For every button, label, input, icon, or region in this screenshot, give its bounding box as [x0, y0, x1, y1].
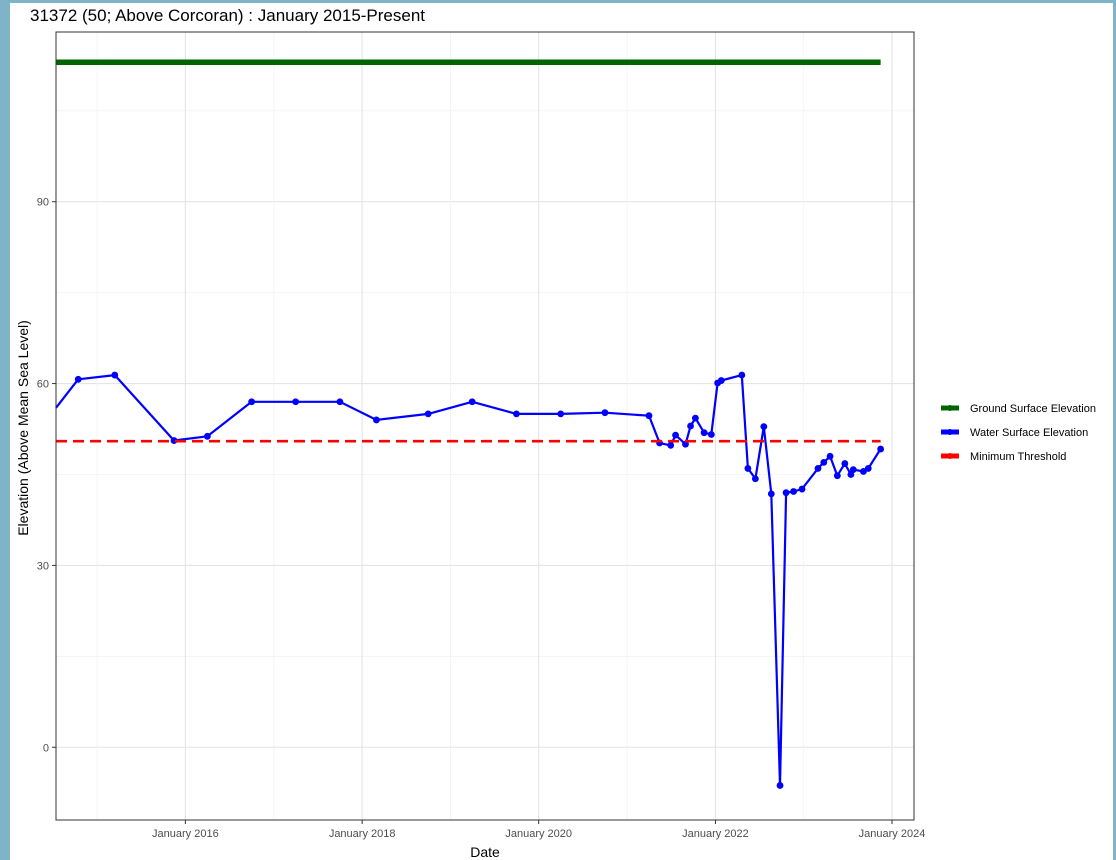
water-surface-elevation-point	[864, 465, 872, 472]
chart-title: 31372 (50; Above Corcoran) : January 201…	[30, 6, 426, 25]
y-tick-label: 90	[37, 197, 49, 209]
water-surface-elevation-point	[111, 371, 119, 379]
water-surface-elevation-point	[798, 485, 806, 493]
water-surface-elevation-point	[833, 472, 841, 480]
water-surface-elevation-point	[849, 466, 857, 474]
window-frame-left	[0, 0, 10, 860]
water-surface-elevation-point	[700, 429, 708, 437]
water-surface-elevation-point	[691, 414, 699, 422]
window-frame-top	[0, 0, 1116, 3]
water-surface-elevation-point	[767, 490, 775, 498]
legend-label-water-surface-elevation: Water Surface Elevation	[970, 427, 1088, 439]
water-surface-elevation-point	[468, 398, 476, 406]
water-surface-elevation-point	[776, 782, 784, 789]
water-surface-elevation-point	[424, 410, 432, 418]
x-tick-label: January 2020	[505, 828, 572, 840]
water-surface-elevation-point	[738, 371, 746, 379]
legend-marker-minimum-threshold	[947, 453, 953, 459]
series-layer	[55, 59, 885, 789]
water-surface-elevation-point	[826, 452, 834, 460]
water-surface-elevation-point	[860, 468, 867, 475]
x-axis-title: Date	[470, 844, 500, 860]
water-surface-elevation-point	[667, 441, 675, 449]
water-surface-elevation-point	[513, 410, 520, 418]
water-surface-elevation-point	[790, 488, 797, 495]
water-surface-elevation-point	[782, 489, 790, 497]
water-surface-elevation-point	[373, 416, 380, 424]
legend-marker-ground-surface-elevation	[947, 405, 953, 411]
water-surface-elevation-point	[877, 445, 885, 453]
water-surface-elevation-point	[751, 475, 759, 483]
x-tick-label: January 2022	[682, 828, 749, 840]
water-surface-elevation-point	[814, 465, 822, 472]
y-axis-title: Elevation (Above Mean Sea Level)	[15, 320, 31, 536]
plot-border	[55, 31, 915, 821]
plot-background	[56, 32, 914, 820]
y-tick-label: 60	[37, 379, 49, 391]
water-surface-elevation-point	[645, 412, 653, 420]
water-surface-elevation-point	[717, 377, 725, 384]
water-surface-elevation-point	[672, 431, 679, 439]
water-surface-elevation-point	[74, 375, 82, 383]
water-surface-elevation-point	[557, 410, 565, 418]
legend-label-minimum-threshold: Minimum Threshold	[970, 451, 1066, 463]
axes: 0 30 60 90 January 2016 January 2018 January 2…	[37, 31, 926, 840]
legend-label-ground-surface-elevation: Ground Surface Elevation	[970, 403, 1096, 415]
x-tick-label: January 2024	[859, 828, 926, 840]
grid-lines	[56, 32, 914, 820]
water-surface-elevation-point	[292, 398, 300, 406]
legend: Ground Surface Elevation Water Surface El…	[941, 403, 1096, 463]
water-surface-elevation-point	[601, 409, 609, 417]
water-surface-elevation-point	[841, 460, 849, 467]
water-surface-elevation-point	[336, 398, 344, 406]
water-surface-elevation-point	[687, 422, 694, 430]
water-surface-elevation-point	[760, 423, 768, 431]
water-surface-elevation-point	[744, 465, 752, 472]
water-surface-elevation-point	[707, 431, 715, 438]
water-surface-elevation-point	[248, 398, 256, 406]
x-tick-label: January 2016	[152, 828, 219, 840]
y-tick-label: 0	[43, 742, 49, 754]
y-tick-label: 30	[37, 560, 49, 572]
water-surface-elevation-point	[203, 432, 211, 440]
x-tick-label: January 2018	[329, 828, 396, 840]
water-surface-elevation-point	[820, 458, 828, 466]
window-frame-right	[1113, 0, 1116, 860]
plot-area	[56, 32, 914, 820]
legend-marker-water-surface-elevation	[947, 429, 953, 435]
